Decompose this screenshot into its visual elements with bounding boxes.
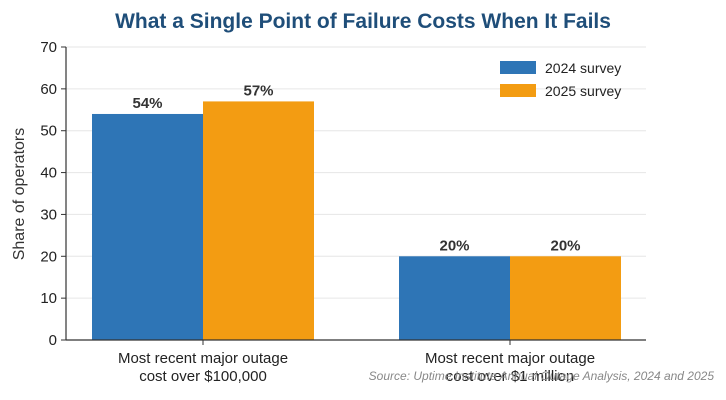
- legend: 2024 survey 2025 survey: [500, 60, 621, 99]
- bar-2025-cat0: [203, 101, 314, 341]
- y-tick-labels: 0 10 20 30 40 50 60 70: [40, 39, 57, 349]
- y-tick-label: 70: [40, 39, 57, 56]
- y-tick-label: 0: [49, 332, 57, 349]
- y-tick-label: 20: [40, 248, 57, 265]
- y-tick-label: 50: [40, 123, 57, 140]
- x-category-label: cost over $1 million: [446, 368, 574, 385]
- data-labels: 54% 57% 20% 20%: [132, 82, 580, 254]
- data-label: 20%: [439, 237, 469, 254]
- bars: [92, 101, 621, 341]
- y-tick-label: 30: [40, 206, 57, 223]
- chart-title: What a Single Point of Failure Costs Whe…: [115, 10, 611, 33]
- source-note: Source: Uptime Institute Annual Outage A…: [369, 369, 715, 383]
- legend-swatch-2024: [500, 61, 536, 74]
- y-tick-label: 40: [40, 165, 57, 182]
- axes: [61, 46, 646, 345]
- x-category-label: Most recent major outage: [425, 350, 595, 367]
- bar-2025-cat1: [510, 256, 621, 340]
- bar-2024-cat1: [399, 256, 510, 340]
- legend-swatch-2025: [500, 84, 536, 97]
- y-tick-label: 60: [40, 81, 57, 98]
- data-label: 57%: [243, 82, 273, 99]
- bar-2024-cat0: [92, 113, 203, 340]
- x-category-label: Most recent major outage: [118, 350, 288, 367]
- y-tick-label: 10: [40, 290, 57, 307]
- data-label: 20%: [550, 237, 580, 254]
- legend-label-2024: 2024 survey: [545, 60, 621, 76]
- x-category-label: cost over $100,000: [139, 368, 267, 385]
- y-axis-label: Share of operators: [11, 128, 28, 261]
- data-label: 54%: [132, 95, 162, 112]
- legend-label-2025: 2025 survey: [545, 83, 621, 99]
